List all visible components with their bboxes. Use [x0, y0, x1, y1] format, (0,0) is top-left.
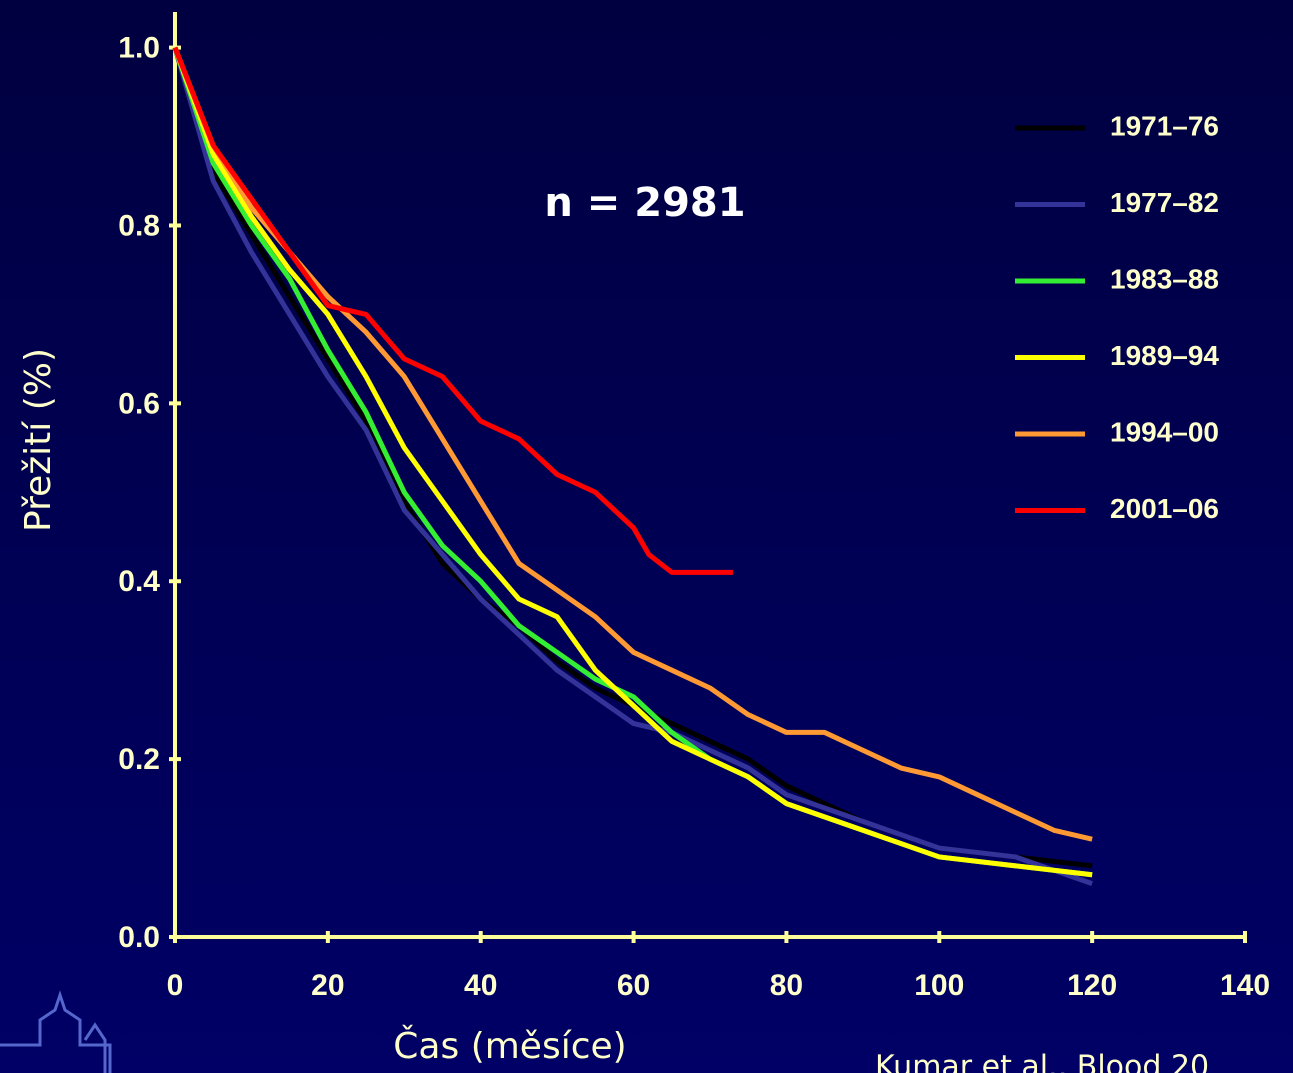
y-tick-label: 1.0: [118, 31, 160, 64]
y-axis-title: Přežití (%): [18, 348, 59, 532]
survival-line: [172, 46, 733, 575]
survival-line: [172, 46, 1093, 842]
x-tick-label: 20: [311, 969, 344, 1002]
legend-label: 1977–82: [1110, 187, 1219, 218]
x-tick-label: 120: [1067, 969, 1117, 1002]
x-tick-label: 80: [770, 969, 803, 1002]
x-tick-label: 0: [167, 969, 184, 1002]
survival-line: [172, 46, 1093, 878]
y-tick-label: 0.2: [118, 743, 160, 776]
annotation: n = 2981: [544, 180, 745, 226]
legend-label: 2001–06: [1110, 493, 1219, 524]
survival-line: [172, 46, 1093, 869]
survival-line: [172, 46, 1093, 886]
legend-label: 1989–94: [1110, 340, 1219, 371]
x-tick-label: 40: [464, 969, 497, 1002]
logo: [0, 990, 112, 1073]
x-axis-title: Čas (měsíce): [393, 1025, 626, 1067]
x-tick-label: 100: [914, 969, 964, 1002]
y-tick-label: 0.8: [118, 209, 160, 242]
legend-label: 1983–88: [1110, 263, 1219, 294]
source: Kumar et al., Blood 20: [875, 1050, 1209, 1073]
legend-label: 1971–76: [1110, 110, 1219, 141]
x-tick-label: 140: [1220, 969, 1270, 1002]
y-tick-label: 0.6: [118, 387, 160, 420]
legend-label: 1994–00: [1110, 416, 1219, 447]
y-tick-label: 0.0: [118, 921, 160, 954]
x-tick-label: 60: [617, 969, 650, 1002]
y-tick-label: 0.4: [118, 565, 160, 598]
